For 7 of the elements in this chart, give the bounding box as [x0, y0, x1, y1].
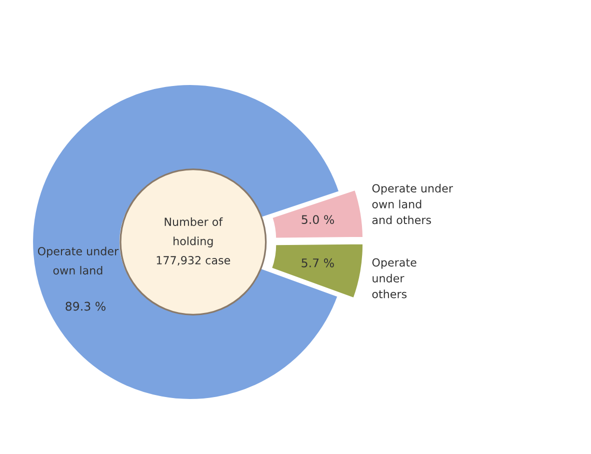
text: Number of holding 177,932 case: [156, 217, 230, 266]
slice-label: Operate under own land and others: [372, 184, 453, 224]
data-label: 5.7 %: [302, 258, 334, 268]
data-label: 5.0 %: [302, 215, 334, 224]
slice-label: Operate under own land: [38, 246, 119, 275]
data-label: 89.3 %: [66, 302, 106, 311]
slice-label: Operate under others: [372, 258, 416, 298]
